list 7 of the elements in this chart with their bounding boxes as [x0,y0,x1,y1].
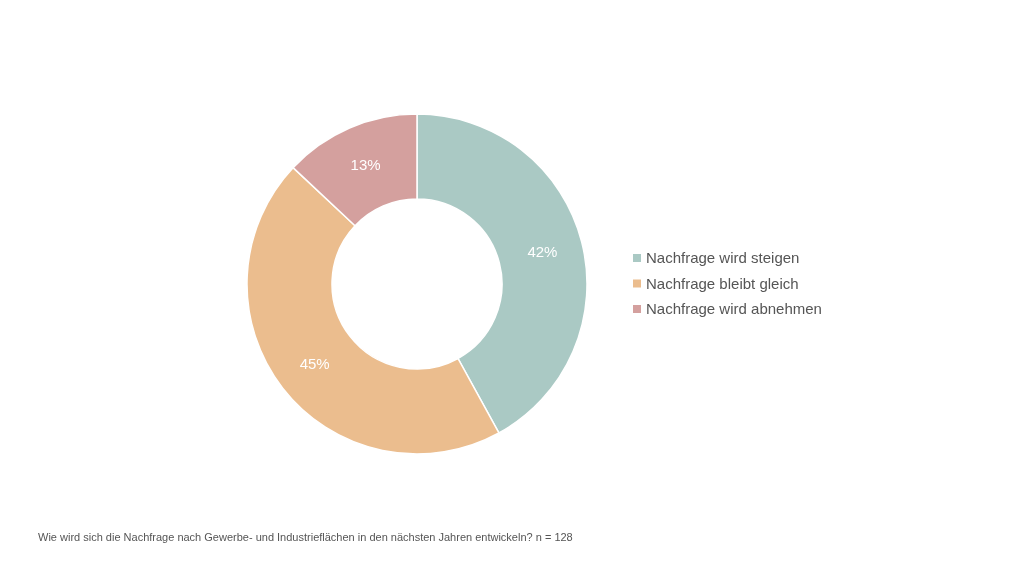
text: Wie wird sich die Nachfrage nach Gewerbe- und Industrieflächen in den nächsten Jahren entwickeln? n = 128 [38,531,573,543]
data-label: 13% [350,156,381,174]
legend-label: Nachfrage wird abnehmen [646,300,822,318]
data-label: 42% [527,243,558,261]
legend-label: Nachfrage wird steigen [646,249,800,267]
legend-label: Nachfrage bleibt gleich [646,274,799,292]
data-label: 45% [299,354,330,372]
